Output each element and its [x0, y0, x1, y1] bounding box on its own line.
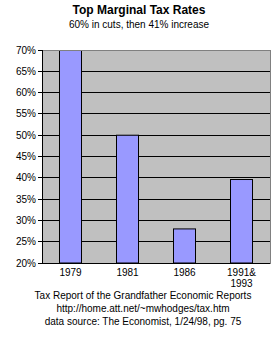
category-label: 1981	[116, 267, 139, 278]
plot-background	[42, 50, 270, 263]
bar	[174, 229, 196, 263]
tick-label: 35%	[16, 194, 36, 205]
tick-mark	[38, 177, 42, 178]
background	[0, 0, 278, 338]
tick-label: 70%	[16, 45, 36, 56]
x-axis	[42, 263, 270, 264]
tick-mark	[38, 113, 42, 114]
tick-mark	[38, 156, 42, 157]
category-label-line: 1993	[230, 278, 253, 289]
tick-label: 40%	[16, 172, 36, 183]
tick-mark	[38, 199, 42, 200]
category-label-line: 1986	[173, 267, 196, 278]
category-label: 1979	[59, 267, 82, 278]
annotation: Tax Report of the Grandfather Economic R…	[35, 290, 252, 301]
grid-line	[42, 263, 270, 264]
category-label: 1991&1993	[227, 267, 256, 289]
annotation: data source: The Economist, 1/24/98, pg.…	[45, 316, 242, 327]
bar	[60, 50, 82, 263]
subtitle: 60% in cuts, then 41% increase	[69, 19, 210, 30]
tick-label: 30%	[16, 215, 36, 226]
tick-mark	[38, 92, 42, 93]
tick-mark	[38, 135, 42, 136]
category-label-line: 1991&	[227, 267, 256, 278]
tick-mark	[38, 241, 42, 242]
bar	[117, 135, 139, 263]
chart-container: 20% 25% 30% 35% 40% 45% 50% 55% 60% 65% 70% 1979 198…	[0, 0, 278, 338]
category-label: 1986	[173, 267, 196, 278]
tick-label: 25%	[16, 236, 36, 247]
tick-label: 50%	[16, 130, 36, 141]
tick-mark	[38, 50, 42, 51]
chart-svg: 20% 25% 30% 35% 40% 45% 50% 55% 60% 65% 70% 1979 198…	[0, 0, 278, 338]
category-label-line: 1981	[116, 267, 139, 278]
category-label-line: 1979	[59, 267, 82, 278]
annotation: http://home.att.net/~mwhodges/tax.htm	[56, 303, 229, 314]
y-axis	[42, 50, 43, 263]
plot-frame	[42, 50, 270, 263]
tick-label: 65%	[16, 66, 36, 77]
tick-mark	[38, 263, 42, 264]
tick-label: 55%	[16, 108, 36, 119]
tick-label: 20%	[16, 258, 36, 269]
tick-label: 60%	[16, 87, 36, 98]
tick-label: 45%	[16, 151, 36, 162]
bar	[231, 180, 253, 263]
tick-mark	[38, 71, 42, 72]
tick-mark	[38, 220, 42, 221]
bars	[60, 50, 253, 263]
title: Top Marginal Tax Rates	[73, 3, 206, 17]
